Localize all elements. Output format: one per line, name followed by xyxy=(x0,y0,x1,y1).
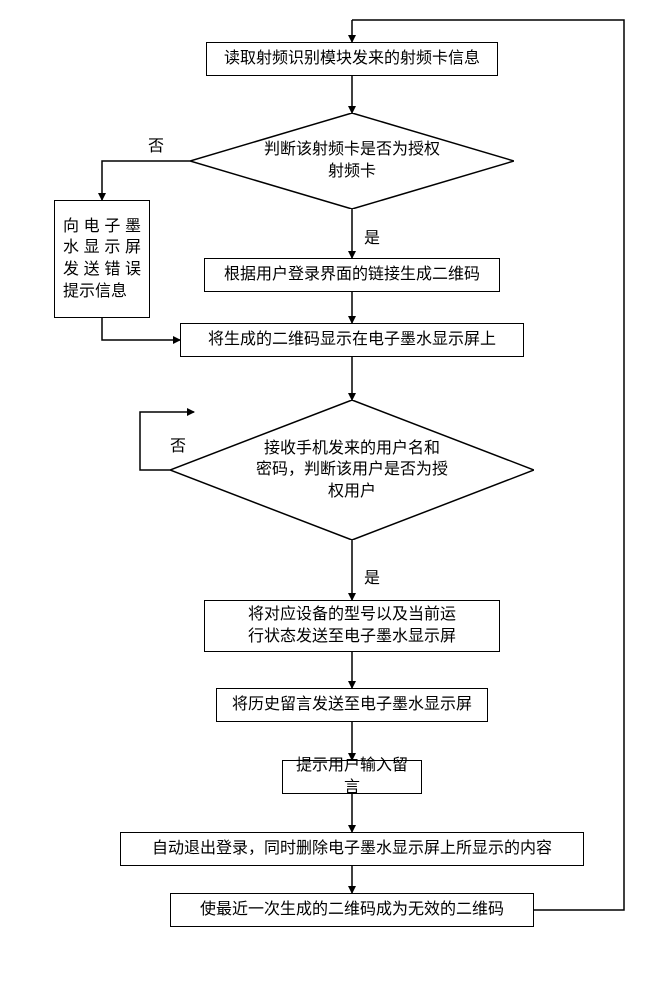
node-show-qr: 将生成的二维码显示在电子墨水显示屏上 xyxy=(180,323,524,357)
decision-card-authorized-label: 判断该射频卡是否为授权 射频卡 xyxy=(190,113,514,209)
node-send-history: 将历史留言发送至电子墨水显示屏 xyxy=(216,688,488,722)
node-read-rfid: 读取射频识别模块发来的射频卡信息 xyxy=(206,42,498,76)
decision-card-authorized: 判断该射频卡是否为授权 射频卡 xyxy=(190,113,514,209)
node-logout: 自动退出登录，同时删除电子墨水显示屏上所显示的内容 xyxy=(120,832,584,866)
node-prompt-msg: 提示用户输入留言 xyxy=(282,760,422,794)
edge-label-yes-1: 是 xyxy=(364,224,380,248)
node-gen-qr: 根据用户登录界面的链接生成二维码 xyxy=(204,258,500,292)
decision-user-authorized-label: 接收手机发来的用户名和 密码，判断该用户是否为授 权用户 xyxy=(170,400,534,540)
node-send-status: 将对应设备的型号以及当前运 行状态发送至电子墨水显示屏 xyxy=(204,600,500,652)
edge-label-no-1: 否 xyxy=(148,132,164,156)
edge-label-yes-2: 是 xyxy=(364,564,380,588)
edge-label-no-2: 否 xyxy=(170,432,186,456)
node-error-msg: 向电子墨水显示屏发送错误提示信息 xyxy=(54,200,150,318)
decision-user-authorized: 接收手机发来的用户名和 密码，判断该用户是否为授 权用户 xyxy=(170,400,534,540)
node-invalidate-qr: 使最近一次生成的二维码成为无效的二维码 xyxy=(170,893,534,927)
